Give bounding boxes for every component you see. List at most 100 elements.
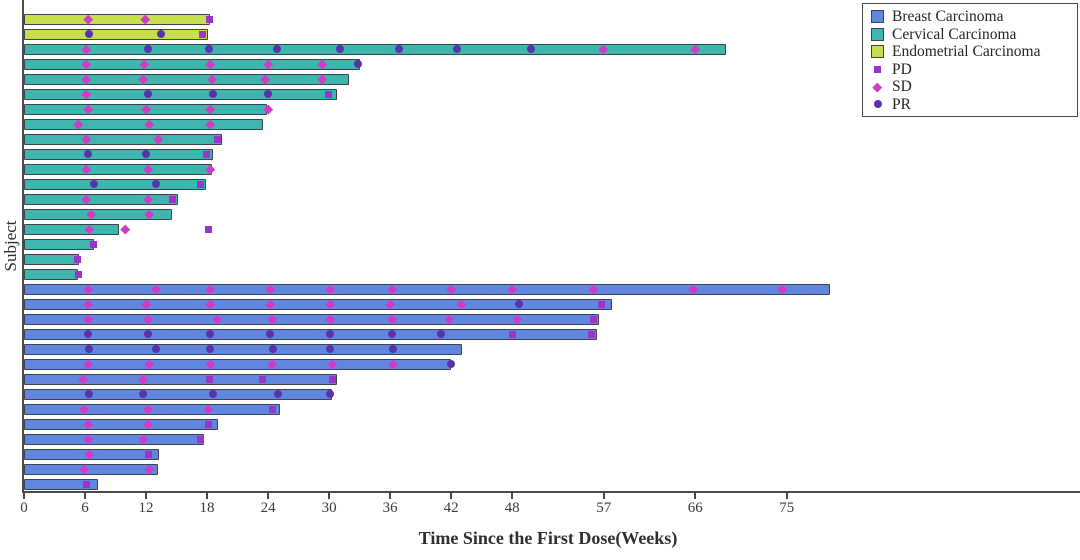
pd-square-marker-icon [598,300,606,308]
pr-circle-marker-icon [85,345,94,353]
swimmer-bar [24,388,333,400]
pr-circle-marker-icon [395,45,404,53]
x-tick-mark [145,493,148,499]
pd-square-marker-icon [82,480,90,488]
pd-square-marker-icon [213,135,221,143]
x-tick-label: 57 [596,500,612,516]
x-tick-label: 66 [687,500,703,516]
sd-diamond-marker-icon [121,224,131,234]
x-tick-label: 0 [20,500,28,516]
swimmer-bar [24,463,159,475]
swimmer-bar [24,313,599,325]
legend-swatch-icon [871,45,884,59]
pr-circle-marker-icon [326,345,335,353]
pr-circle-marker-icon [273,45,282,53]
pr-circle-marker-icon [266,330,275,338]
x-axis-label: Time Since the First Dose(Weeks) [418,528,678,548]
x-tick-label: 48 [504,500,520,516]
swimmer-bar [24,283,831,295]
legend-label: Cervical Carcinoma [892,25,1017,43]
x-tick-label: 12 [138,500,154,516]
swimmer-bar [24,148,214,160]
legend-item-group: Endometrial Carcinoma [871,43,1071,61]
pr-circle-marker-icon [436,330,445,338]
legend-label: SD [892,78,912,95]
pd-square-marker-icon [199,30,207,38]
pr-circle-marker-icon [264,90,273,98]
pr-circle-marker-icon [453,45,462,53]
x-tick-label: 24 [260,500,276,516]
pr-circle-marker-icon [138,390,147,398]
pd-square-marker-icon [268,405,276,413]
pd-square-marker-icon [202,150,210,158]
pr-circle-marker-icon [209,90,218,98]
pd-square-marker-icon [590,315,598,323]
pr-circle-marker-icon [152,345,161,353]
x-tick-mark [389,493,392,499]
pr-circle-marker-icon [152,180,161,188]
pd-square-marker-icon [75,270,83,278]
x-tick-mark [23,493,25,499]
x-tick-label: 6 [81,500,89,516]
legend-label: PR [892,95,911,113]
x-tick-label: 30 [321,500,337,516]
legend-label: PD [892,60,912,78]
pr-circle-marker-icon [144,330,153,338]
swimmer-bar [24,73,350,85]
pr-circle-marker-icon [85,390,94,398]
pd-square-marker-icon [874,65,881,73]
pr-circle-marker-icon [144,90,153,98]
pr-circle-marker-icon [515,300,524,308]
x-tick-mark [602,493,605,499]
pd-square-marker-icon [205,15,213,23]
pd-square-marker-icon [328,375,336,383]
legend-marker-cell [871,63,884,76]
pr-circle-marker-icon [527,45,536,53]
legend-item-group: Breast Carcinoma [871,8,1071,26]
pd-square-marker-icon [197,435,205,443]
pd-square-marker-icon [74,255,82,263]
swimmer-bar [24,478,99,490]
pd-square-marker-icon [508,330,516,338]
x-tick-label: 75 [779,500,795,516]
pd-square-marker-icon [204,225,212,233]
pr-circle-marker-icon [389,345,398,353]
y-axis-spine [22,0,24,491]
pr-circle-marker-icon [144,45,153,53]
legend-label: Breast Carcinoma [892,8,1004,25]
legend-swatch-icon [871,10,884,24]
x-tick-mark [450,493,453,499]
pr-circle-marker-icon [388,330,397,338]
x-tick-mark [511,493,514,499]
pd-square-marker-icon [168,195,176,203]
pd-square-marker-icon [324,90,332,98]
pd-square-marker-icon [204,420,212,428]
sd-diamond-marker-icon [872,82,883,92]
swimmer-bar [24,163,213,175]
x-tick-label: 18 [199,500,215,516]
swimmer-bar [24,13,211,25]
pr-circle-marker-icon [274,390,283,398]
swimmer-bar [24,43,726,55]
x-axis-line [22,491,1080,493]
pd-square-marker-icon [205,375,213,383]
x-tick-mark [267,493,270,499]
pd-square-marker-icon [197,180,205,188]
swimmer-bar [24,88,338,100]
swimmer-bar [24,193,178,205]
swimmer-bar [24,253,79,265]
pd-square-marker-icon [144,450,152,458]
pr-circle-marker-icon [206,330,215,338]
x-tick-mark [84,493,87,499]
pr-circle-marker-icon [205,45,214,53]
pd-square-marker-icon [89,240,97,248]
pr-circle-marker-icon [209,390,218,398]
pr-circle-marker-icon [157,30,166,38]
pr-circle-marker-icon [90,180,99,188]
pr-circle-marker-icon [873,100,882,109]
pr-circle-marker-icon [269,345,278,353]
pr-circle-marker-icon [326,330,335,338]
pr-circle-marker-icon [142,150,151,158]
x-tick-mark [785,493,788,499]
swimmer-bar [24,133,223,145]
